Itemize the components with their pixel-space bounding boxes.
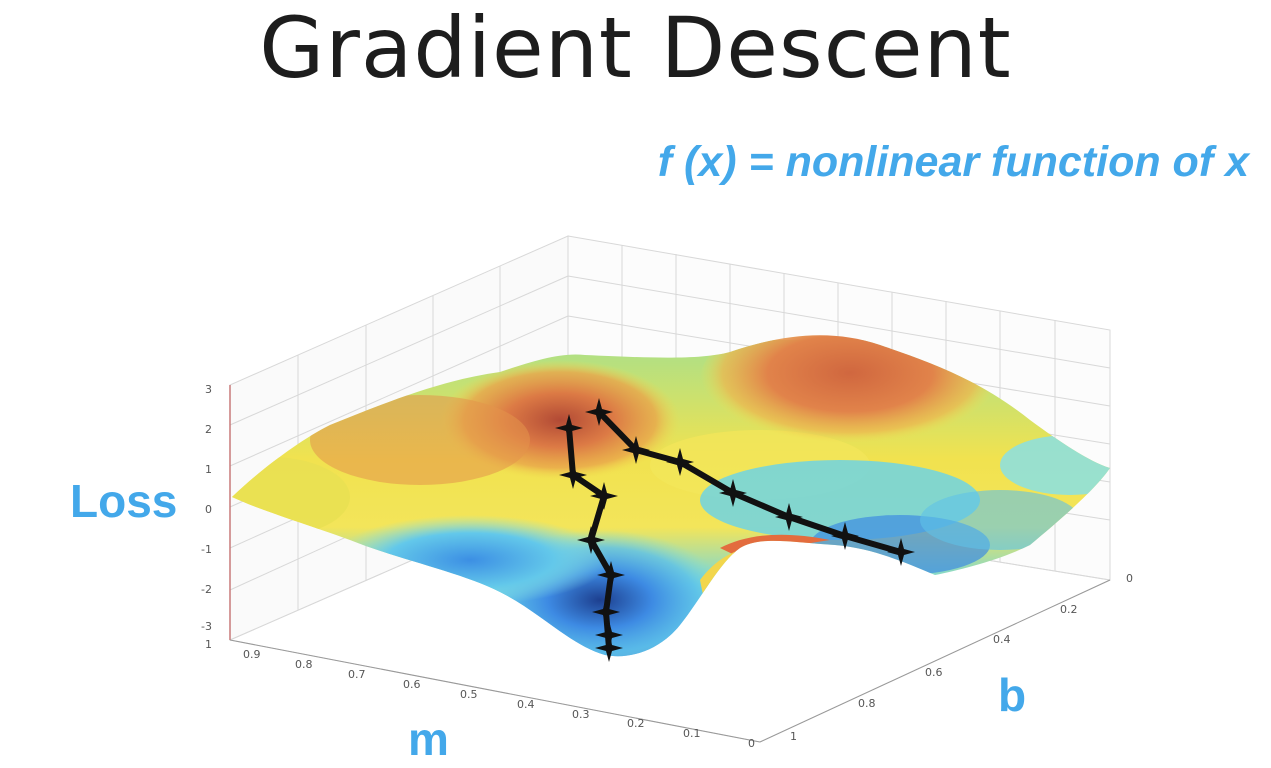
step-marker: [592, 598, 620, 626]
m-tick: 0: [748, 737, 755, 750]
step-marker: [622, 436, 650, 464]
b-tick: 0.8: [858, 697, 876, 710]
m-tick: 1: [205, 638, 212, 651]
b-tick: 0: [1126, 572, 1133, 585]
m-tick: 0.6: [403, 678, 421, 691]
step-marker: [590, 482, 618, 510]
m-tick: 0.7: [348, 668, 366, 681]
z-tick: 0: [205, 503, 212, 516]
step-marker: [555, 414, 583, 442]
m-tick: 0.4: [517, 698, 535, 711]
b-tick-labels: 0 0.2 0.4 0.6 0.8 1: [790, 572, 1133, 743]
slide-title: Gradient Descent: [259, 0, 1012, 97]
z-axis-label: Loss: [70, 475, 178, 527]
b-tick: 1: [790, 730, 797, 743]
step-markers: [555, 398, 915, 662]
step-marker: [577, 526, 605, 554]
step-marker: [585, 398, 613, 426]
m-tick: 0.3: [572, 708, 590, 721]
step-marker: [595, 634, 623, 662]
x-axis-label: m: [408, 713, 449, 765]
z-tick: 3: [205, 383, 212, 396]
b-tick: 0.4: [993, 633, 1011, 646]
step-marker: [887, 538, 915, 566]
b-tick: 0.6: [925, 666, 943, 679]
step-marker: [666, 448, 694, 476]
step-marker: [831, 522, 859, 550]
z-tick: -2: [201, 583, 212, 596]
z-tick: 1: [205, 463, 212, 476]
step-marker: [559, 461, 587, 489]
step-marker: [775, 503, 803, 531]
b-tick: 0.2: [1060, 603, 1078, 616]
y-axis-label: b: [998, 669, 1027, 721]
z-tick: -3: [201, 620, 212, 633]
m-tick: 0.5: [460, 688, 478, 701]
m-tick-labels: 1 0.9 0.8 0.7 0.6 0.5 0.4 0.3 0.2 0.1 0: [205, 638, 755, 750]
z-tick: 2: [205, 423, 212, 436]
m-tick: 0.2: [627, 717, 645, 730]
formula-caption: f (x) = nonlinear function of x: [657, 138, 1249, 186]
z-tick-labels: 3 2 1 0 -1 -2 -3: [201, 383, 212, 633]
m-tick: 0.1: [683, 727, 701, 740]
step-marker: [719, 479, 747, 507]
step-marker: [597, 561, 625, 589]
m-tick: 0.8: [295, 658, 313, 671]
m-tick: 0.9: [243, 648, 261, 661]
z-tick: -1: [201, 543, 212, 556]
